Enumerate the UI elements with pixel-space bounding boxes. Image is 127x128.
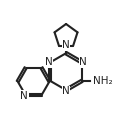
- Text: N: N: [45, 57, 53, 67]
- Text: N: N: [20, 91, 28, 101]
- Text: N: N: [62, 86, 70, 96]
- Text: NH₂: NH₂: [93, 76, 113, 86]
- Text: N: N: [79, 57, 87, 67]
- Text: N: N: [62, 40, 70, 50]
